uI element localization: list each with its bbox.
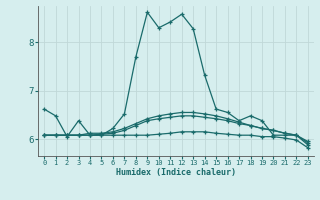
X-axis label: Humidex (Indice chaleur): Humidex (Indice chaleur) [116, 168, 236, 177]
